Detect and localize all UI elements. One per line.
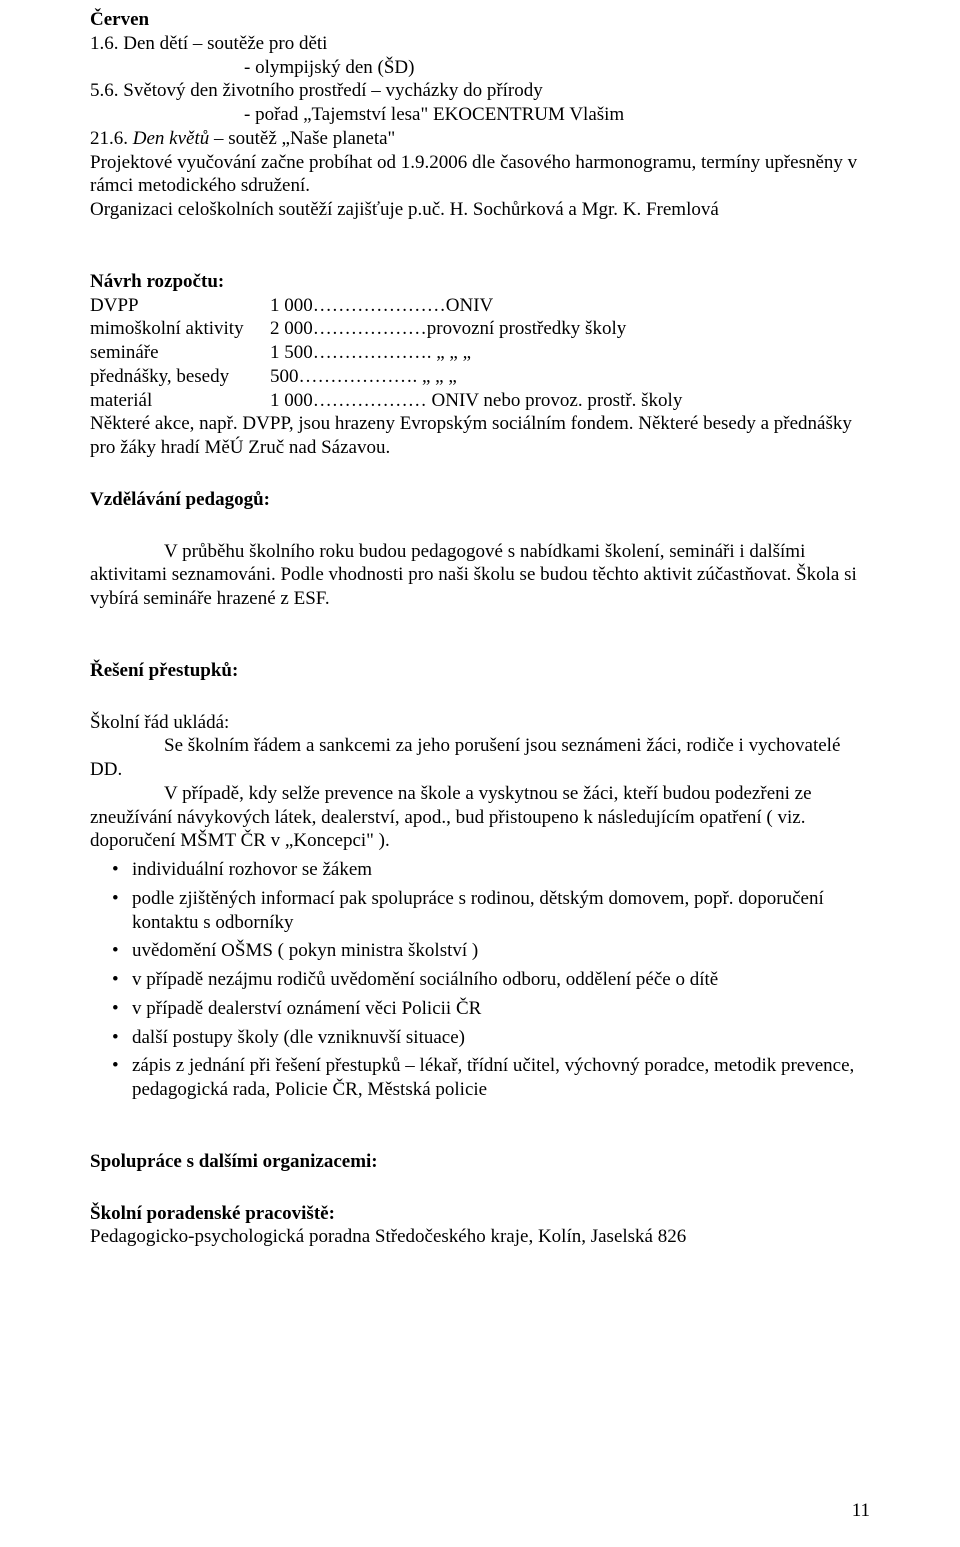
document-page: Červen 1.6. Den dětí – soutěže pro děti … (0, 0, 960, 1547)
prestupky-intro: Školní řád ukládá: (90, 711, 870, 735)
list-item: uvědomění OŠMS ( pokyn ministra školství… (112, 939, 870, 963)
spoluprace-line: Pedagogicko-psychologická poradna Středo… (90, 1225, 870, 1249)
prestupky-p2: V případě, kdy selže prevence na škole a… (90, 782, 870, 853)
cerven-line1a: - olympijský den (ŠD) (90, 56, 870, 80)
list-item: v případě dealerství oznámení věci Polic… (112, 997, 870, 1021)
prestupky-bullets: individuální rozhovor se žákem podle zji… (90, 858, 870, 1102)
rozpocet-val: 1 000…………………ONIV (270, 294, 870, 318)
cerven-org: Organizaci celoškolních soutěží zajišťuj… (90, 198, 870, 222)
heading-rozpocet: Návrh rozpočtu: (90, 270, 870, 294)
rozpocet-row: semináře 1 500………………. „ „ „ (90, 341, 870, 365)
page-number: 11 (852, 1499, 870, 1523)
rozpocet-row: DVPP 1 000…………………ONIV (90, 294, 870, 318)
cerven-line3-suffix: – soutěž „Naše planeta" (209, 128, 395, 149)
rozpocet-label: semináře (90, 341, 270, 365)
list-item: další postupy školy (dle vzniknuvší situ… (112, 1026, 870, 1050)
cerven-line2a: - pořad „Tajemství lesa" EKOCENTRUM Vlaš… (90, 103, 870, 127)
cerven-line2: 5.6. Světový den životního prostředí – v… (90, 79, 870, 103)
list-item: podle zjištěných informací pak spoluprác… (112, 887, 870, 935)
heading-spoluprace: Spolupráce s dalšími organizacemi: (90, 1150, 870, 1174)
rozpocet-table: DVPP 1 000…………………ONIV mimoškolní aktivit… (90, 294, 870, 413)
heading-vzdel: Vzdělávání pedagogů: (90, 488, 870, 512)
rozpocet-label: DVPP (90, 294, 270, 318)
list-item: zápis z jednání při řešení přestupků – l… (112, 1054, 870, 1102)
list-item: individuální rozhovor se žákem (112, 858, 870, 882)
heading-prestupky: Řešení přestupků: (90, 659, 870, 683)
cerven-line1: 1.6. Den dětí – soutěže pro děti (90, 32, 870, 56)
list-item: v případě nezájmu rodičů uvědomění sociá… (112, 968, 870, 992)
rozpocet-row: mimoškolní aktivity 2 000………………provozní … (90, 317, 870, 341)
prestupky-p1: Se školním řádem a sankcemi za jeho poru… (90, 734, 870, 782)
cerven-line3: 21.6. Den květů – soutěž „Naše planeta" (90, 127, 870, 151)
spoluprace-sub: Školní poradenské pracoviště: (90, 1202, 870, 1226)
cerven-line3-prefix: 21.6. (90, 128, 133, 149)
rozpocet-val: 1 500………………. „ „ „ (270, 341, 870, 365)
rozpocet-note: Některé akce, např. DVPP, jsou hrazeny E… (90, 412, 870, 460)
cerven-line3-italic: Den květů (133, 128, 209, 149)
rozpocet-val: 500………………. „ „ „ (270, 365, 870, 389)
rozpocet-label: mimoškolní aktivity (90, 317, 270, 341)
rozpocet-row: přednášky, besedy 500………………. „ „ „ (90, 365, 870, 389)
rozpocet-val: 1 000……………… ONIV nebo provoz. prostř. šk… (270, 389, 870, 413)
rozpocet-val: 2 000………………provozní prostředky školy (270, 317, 870, 341)
heading-cerven: Červen (90, 8, 870, 32)
vzdel-para: V průběhu školního roku budou pedagogové… (90, 540, 870, 611)
rozpocet-label: materiál (90, 389, 270, 413)
cerven-proj: Projektové vyučování začne probíhat od 1… (90, 151, 870, 199)
rozpocet-label: přednášky, besedy (90, 365, 270, 389)
rozpocet-row: materiál 1 000……………… ONIV nebo provoz. p… (90, 389, 870, 413)
